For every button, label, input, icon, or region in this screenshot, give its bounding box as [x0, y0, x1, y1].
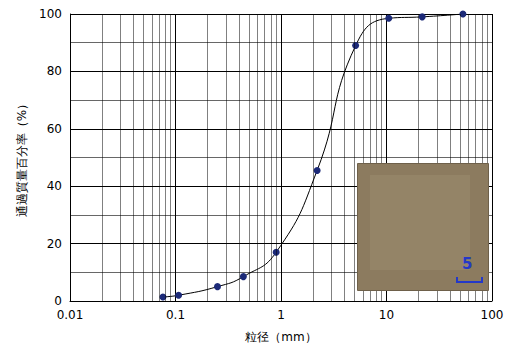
svg-text:80: 80	[47, 64, 62, 78]
svg-text:粒径（mm）: 粒径（mm）	[245, 330, 316, 344]
svg-text:0: 0	[54, 294, 62, 308]
svg-text:60: 60	[47, 122, 62, 136]
svg-text:0.01: 0.01	[57, 308, 84, 322]
svg-text:100: 100	[481, 308, 504, 322]
svg-text:40: 40	[47, 179, 62, 193]
svg-text:10: 10	[379, 308, 394, 322]
svg-text:5: 5	[462, 255, 472, 273]
svg-text:100: 100	[39, 7, 62, 21]
svg-text:通過質量百分率（%）: 通過質量百分率（%）	[15, 98, 29, 217]
svg-text:20: 20	[47, 237, 62, 251]
svg-text:1: 1	[277, 308, 285, 322]
svg-text:0.1: 0.1	[166, 308, 185, 322]
